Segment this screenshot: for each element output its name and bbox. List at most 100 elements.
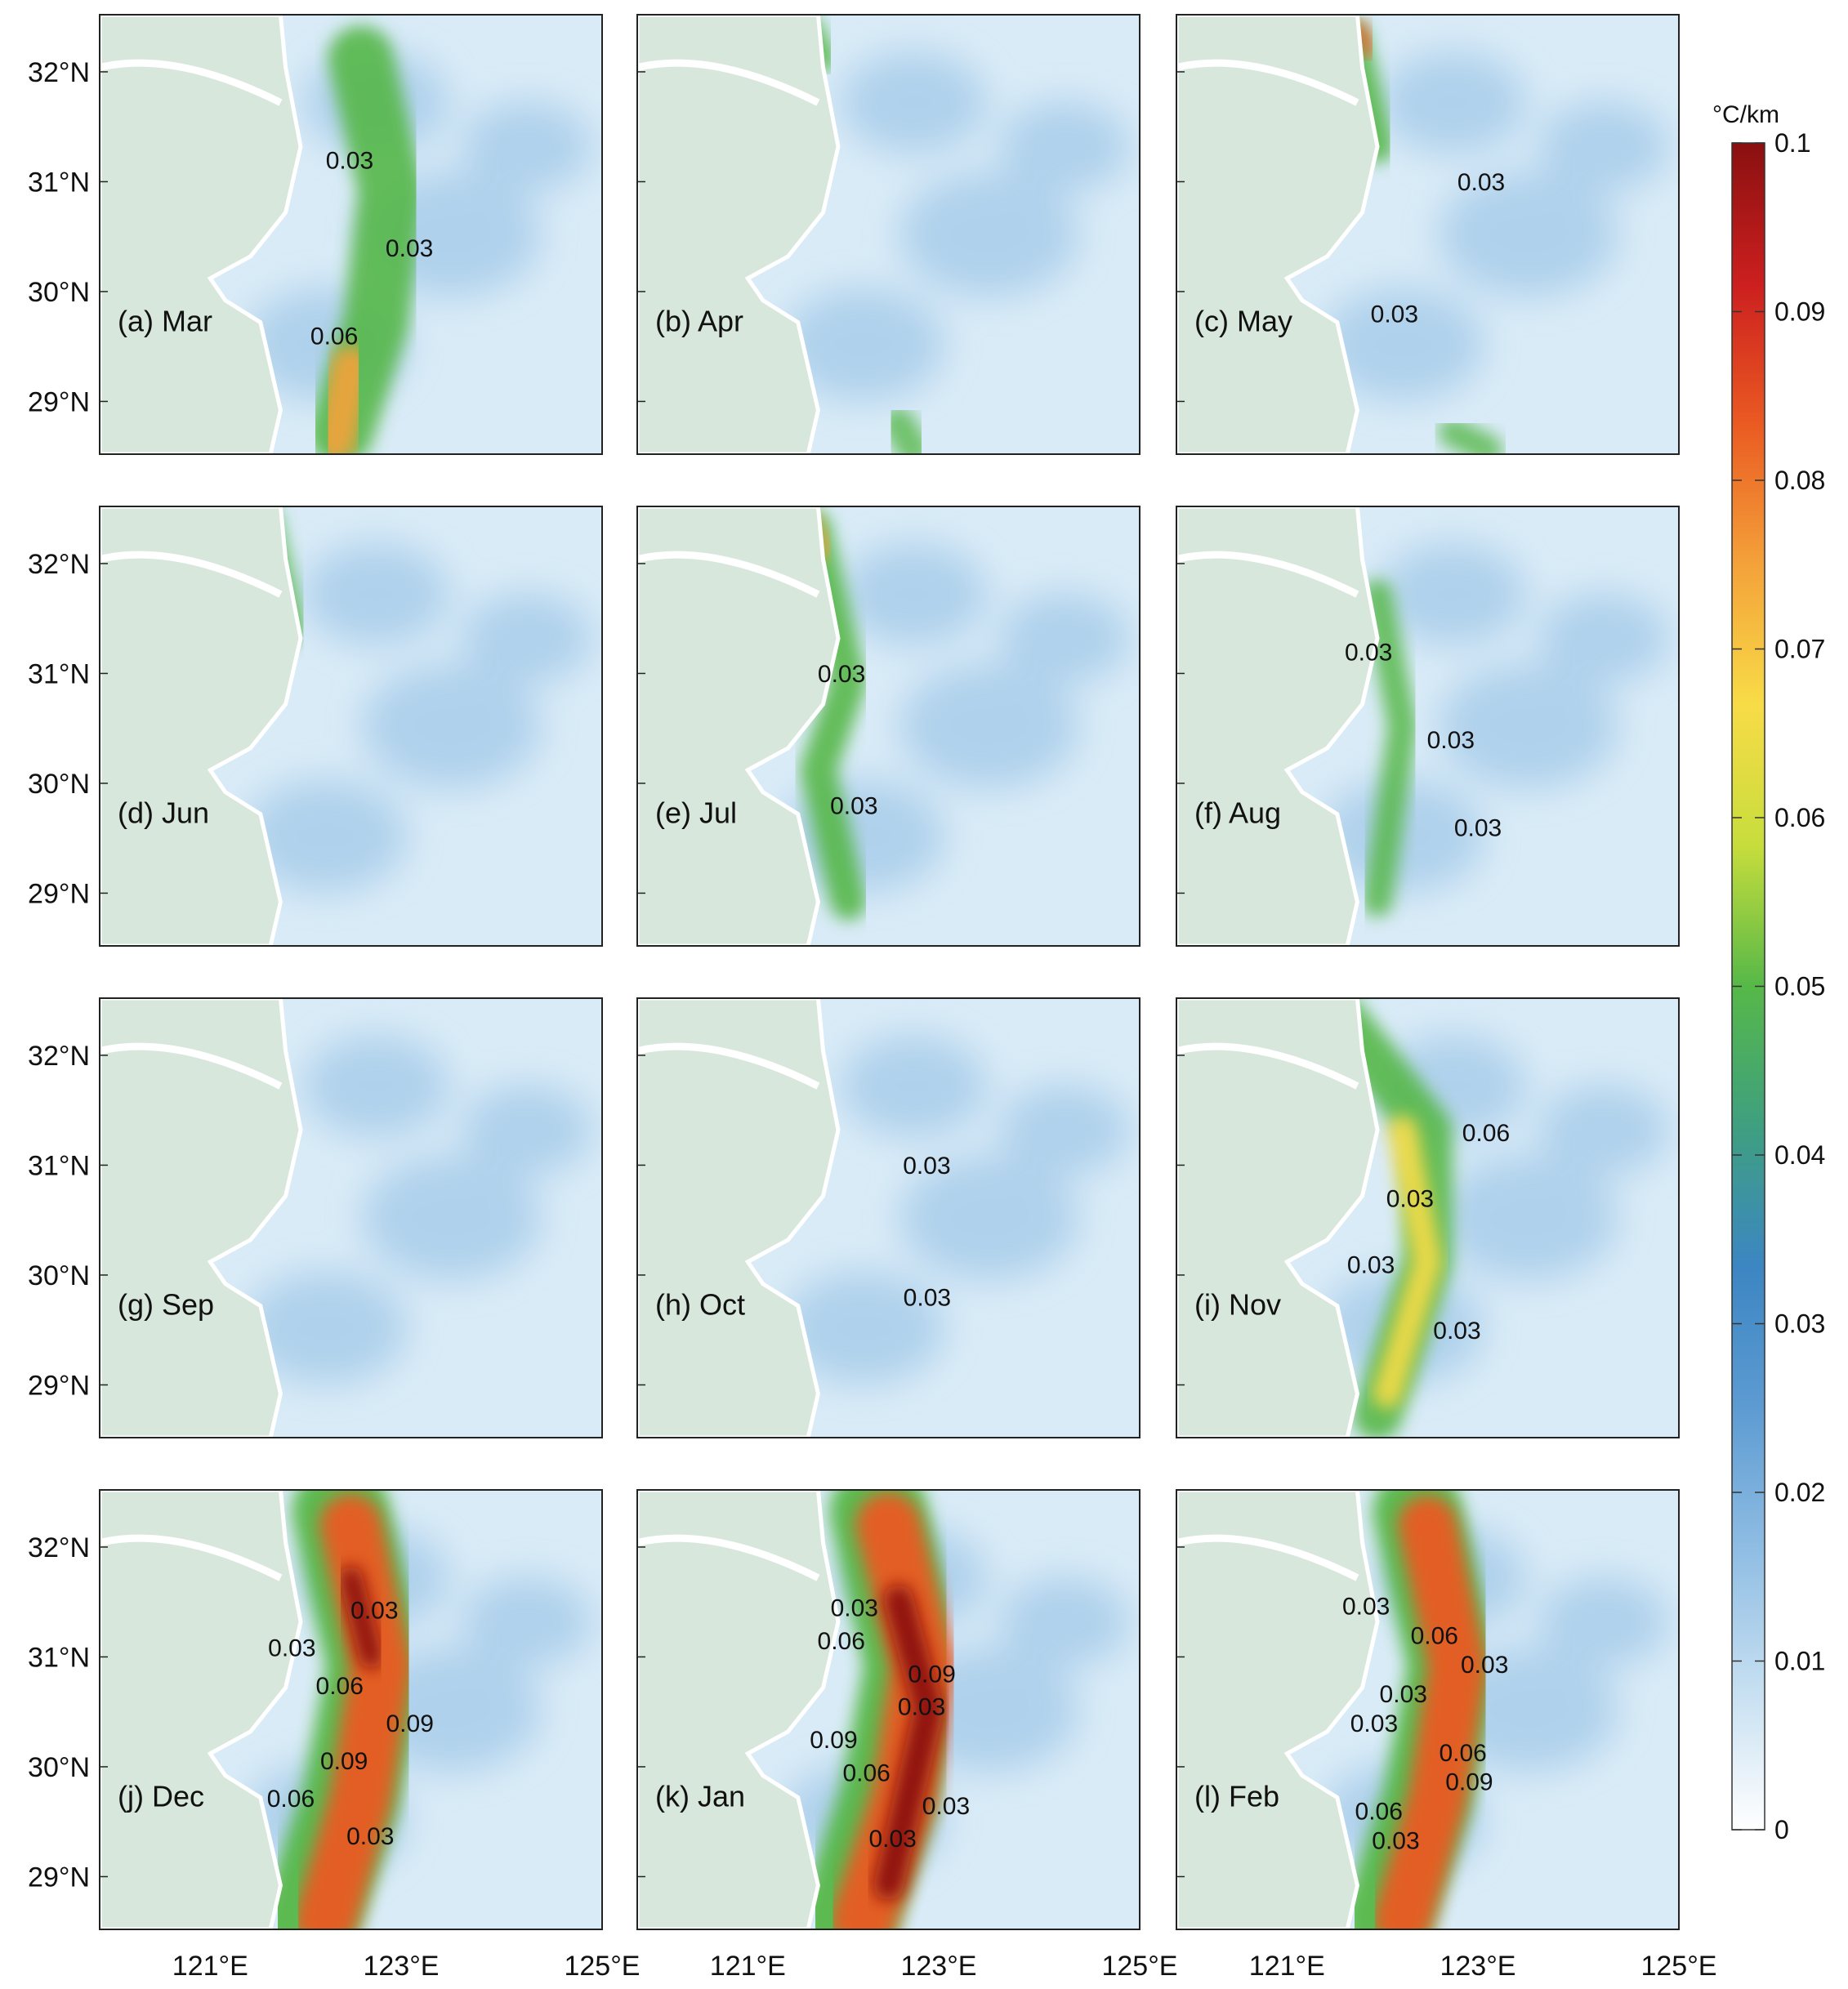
longitude-tick-label: 123°E: [1440, 1951, 1515, 1982]
river-channel: [100, 1534, 283, 1581]
colorbar-tick-label: 0.07: [1774, 635, 1825, 664]
gradient-plume: [339, 1566, 383, 1669]
contour-label: 0.03: [1372, 1827, 1419, 1854]
latitude-tick-label: 29°N: [28, 386, 90, 417]
contour-label: 0.09: [1445, 1769, 1493, 1796]
land-mass: [637, 998, 841, 1438]
river-channel: [1176, 551, 1359, 598]
longitude-tick-label: 123°E: [900, 1951, 976, 1982]
land-mass: [100, 998, 303, 1438]
gradient-plume: [1373, 1496, 1488, 1929]
contour-label: 0.09: [320, 1748, 368, 1775]
contour-label: 0.09: [908, 1661, 955, 1688]
latitude-tick-label: 30°N: [28, 277, 90, 308]
map-panel: 0.06 0.03 0.03 0.03 (i) Nov: [1176, 997, 1680, 1438]
contour-label: 0.03: [1345, 639, 1392, 666]
gradient-plume: [882, 407, 931, 454]
contour-label: 0.03: [1457, 169, 1505, 196]
panel-label: (d) Jun: [118, 796, 209, 829]
river-channel: [100, 1042, 283, 1090]
contour-label: 0.03: [1454, 815, 1502, 842]
contour-label: 0.06: [1355, 1799, 1403, 1826]
map-panel: 0.030.030.060.090.090.060.03(j) Dec: [99, 1489, 603, 1930]
panel-label: (e) Jul: [655, 796, 737, 829]
gradient-plume: [1373, 1115, 1443, 1409]
colorbar-tick-label: 0: [1774, 1815, 1789, 1844]
contour-label: 0.03: [818, 661, 865, 688]
river-channel: [1176, 1042, 1359, 1090]
panel-frame: [636, 506, 1140, 947]
map-panel: 0.03 0.03 (c) May: [1176, 14, 1680, 455]
latitude-tick-label: 31°N: [28, 1150, 90, 1181]
land-mass: [1176, 998, 1380, 1438]
contour-label: 0.06: [1462, 1120, 1510, 1147]
colorbar-tick-label: 0.1: [1774, 128, 1810, 158]
panel-label: (g) Sep: [118, 1287, 214, 1321]
panel-label: (h) Oct: [655, 1287, 745, 1321]
longitude-tick-label: 125°E: [1101, 1951, 1177, 1982]
panel-frame: [1176, 14, 1680, 455]
latitude-tick-label: 31°N: [28, 1642, 90, 1673]
colorbar-tick-label: 0.08: [1774, 466, 1825, 495]
latitude-tick-label: 29°N: [28, 878, 90, 909]
land-mass: [1176, 506, 1380, 946]
contour-label: 0.03: [1386, 1186, 1434, 1213]
latitude-tick-label: 31°N: [28, 167, 90, 198]
colorbar: °C/km 0.1 0.09 0.08 0.07 0.06 0.05 0.04 0.03 0.0…: [1712, 101, 1825, 1844]
panel-label: (a) Mar: [118, 304, 212, 337]
contour-label: 0.03: [1380, 1681, 1427, 1708]
panel-frame: [99, 997, 603, 1438]
gradient-plume: [1363, 579, 1417, 917]
contour-label: 0.09: [810, 1727, 857, 1754]
latitude-tick-label: 32°N: [28, 1041, 90, 1072]
gradient-plume: [1438, 417, 1503, 454]
map-panel: 0.03 0.03 (h) Oct: [636, 997, 1140, 1438]
contour-label: 0.06: [316, 1673, 364, 1700]
contour-label: 0.03: [1371, 301, 1418, 328]
panel-label: (c) May: [1194, 304, 1292, 337]
river-channel: [1176, 1534, 1359, 1581]
colorbar-tick-label: 0.02: [1774, 1478, 1825, 1507]
latitude-tick-label: 29°N: [28, 1370, 90, 1401]
contour-label: 0.03: [922, 1793, 970, 1820]
land-mass: [637, 1490, 841, 1929]
land-mass: [637, 15, 841, 454]
map-panel: 0.03 0.03 0.03 (f) Aug: [1176, 506, 1680, 947]
land-mass: [100, 15, 303, 454]
map-panel: (d) Jun: [99, 506, 603, 947]
contour-label: 0.03: [903, 1153, 950, 1180]
longitude-tick-label: 125°E: [564, 1951, 640, 1982]
contour-label: 0.03: [1461, 1652, 1508, 1679]
contour-label: 0.06: [310, 323, 358, 350]
contour-label: 0.06: [267, 1786, 315, 1813]
longitude-tick-label: 121°E: [1249, 1951, 1325, 1982]
land-mass: [100, 506, 303, 946]
panel-frame: [1176, 997, 1680, 1438]
longitude-tick-label: 125°E: [1640, 1951, 1716, 1982]
panel-frame: [99, 14, 603, 455]
latitude-tick-label: 32°N: [28, 549, 90, 580]
latitude-tick-label: 32°N: [28, 57, 90, 88]
latitude-tick-label: 30°N: [28, 1752, 90, 1783]
panel-frame: [1176, 1489, 1680, 1930]
contour-label: 0.03: [830, 793, 877, 820]
axes-labels: 32°N 31°N 30°N 29°N 32°N 31°N 30°N 29°N 32°N 31°N…: [28, 57, 1716, 1982]
colorbar-tick-label: 0.09: [1774, 297, 1825, 327]
panel-frame: [636, 997, 1140, 1438]
contour-label: 0.03: [831, 1595, 878, 1622]
longitude-tick-label: 121°E: [172, 1951, 248, 1982]
contour-label: 0.03: [898, 1694, 945, 1721]
gradient-plume: [873, 1585, 944, 1901]
longitude-tick-label: 123°E: [363, 1951, 439, 1982]
panel-label: (j) Dec: [118, 1779, 204, 1813]
panel-label: (b) Apr: [655, 304, 743, 337]
river-channel: [1176, 59, 1359, 106]
river-channel: [100, 59, 283, 106]
contour-label: 0.03: [904, 1285, 951, 1312]
map-panel: 0.030.060.090.030.090.060.030.03(k) Jan: [636, 1489, 1140, 1930]
contour-label: 0.03: [1350, 1710, 1398, 1737]
contour-label: 0.06: [1439, 1740, 1486, 1767]
map-panel: (b) Apr: [636, 14, 1140, 455]
